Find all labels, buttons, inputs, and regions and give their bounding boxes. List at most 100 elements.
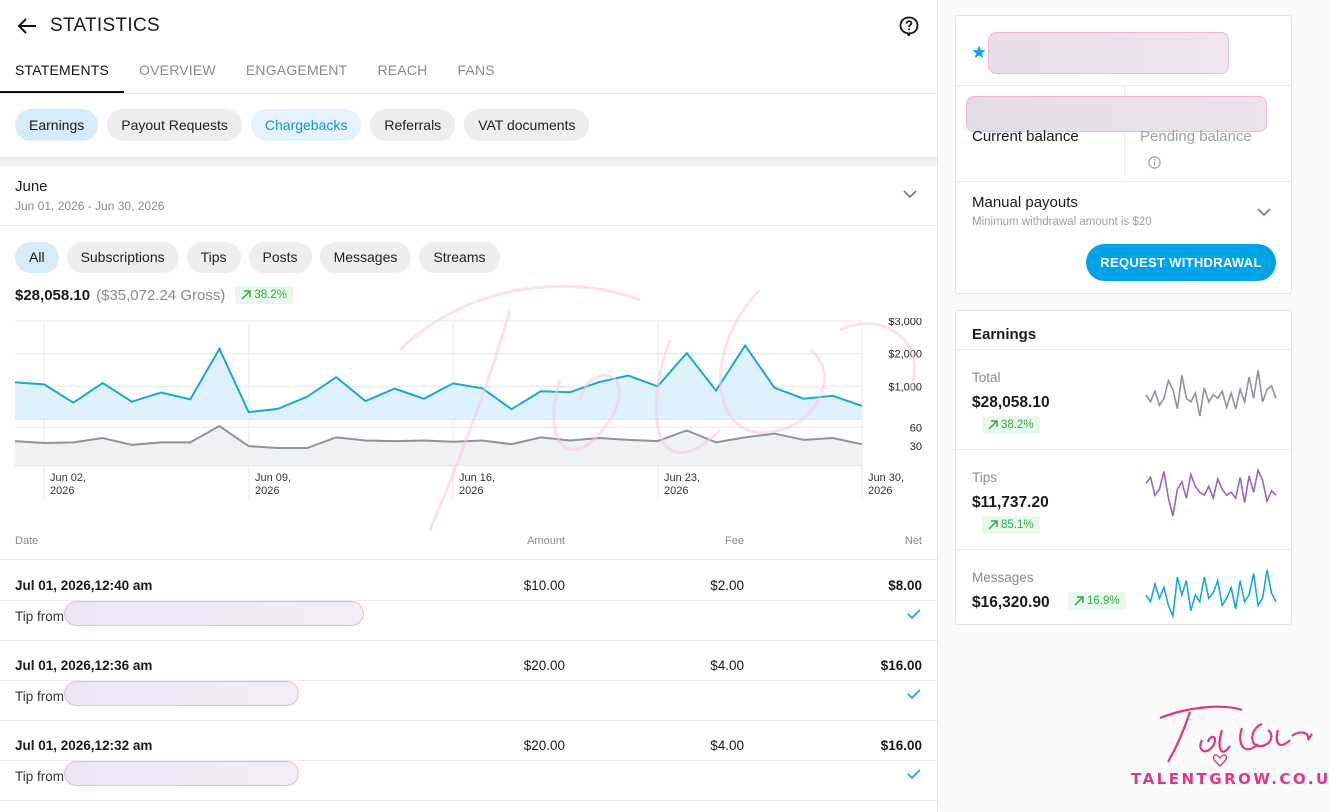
filter-posts[interactable]: Posts: [248, 242, 312, 273]
change-badge: 85.1%: [982, 516, 1040, 534]
series-area: [15, 345, 862, 419]
x-tick-label-year: 2026: [664, 485, 688, 497]
y-tick-label: $3,000: [888, 318, 922, 328]
table-row[interactable]: Jul 01, 2026,12:32 am $20.00 $4.00 $16.0…: [0, 721, 937, 801]
y-tick-label: $2,000: [888, 349, 922, 361]
tx-net: $16.00: [880, 658, 922, 673]
tab-reach[interactable]: REACH: [377, 62, 428, 78]
tx-date: Jul 01, 2026,12:40 am: [15, 578, 153, 593]
back-button[interactable]: [16, 15, 38, 37]
table-header: Date Amount Fee Net: [0, 530, 937, 560]
current-balance-label: Current balance: [972, 128, 1079, 145]
chip-referrals[interactable]: Referrals: [370, 109, 456, 141]
filter-subscriptions[interactable]: Subscriptions: [66, 242, 179, 273]
col-fee: Fee: [725, 535, 744, 547]
tab-overview[interactable]: OVERVIEW: [139, 62, 216, 78]
manual-payouts-title: Manual payouts: [972, 194, 1078, 211]
y-tick-label: 60: [910, 422, 922, 434]
trend-up-icon: [1074, 596, 1084, 606]
earnings-item-tips[interactable]: Tips $11,737.20 85.1%: [956, 449, 1291, 549]
redacted-username: [64, 601, 364, 626]
chip-vat-documents[interactable]: VAT documents: [464, 109, 590, 141]
tx-fee: $4.00: [710, 658, 744, 673]
x-tick-label: Jun 30,: [868, 472, 904, 484]
earnings-card: Earnings Total $28,058.10 38.2% Tips $11…: [955, 310, 1292, 625]
period-selector[interactable]: June Jun 01, 2026 - Jun 30, 2026: [0, 166, 937, 226]
check-icon: [907, 689, 921, 700]
chip-earnings[interactable]: Earnings: [15, 109, 99, 141]
balance-card: Current balance Pending balance Manual p…: [955, 15, 1292, 294]
chip-chargebacks[interactable]: Chargebacks: [250, 109, 362, 141]
net-total: $28,058.10: [15, 286, 91, 304]
change-badge: 16.9%: [1068, 592, 1126, 610]
balance-row: Current balance Pending balance: [956, 86, 1291, 182]
period-month: June: [15, 178, 48, 195]
x-tick-label: Jun 02,: [50, 472, 86, 484]
help-icon[interactable]: [899, 16, 919, 36]
y-tick-label: 30: [910, 441, 922, 453]
tx-description: Tip from: [15, 609, 65, 624]
section-divider: [0, 157, 937, 166]
tx-date: Jul 01, 2026,12:32 am: [15, 738, 153, 753]
chevron-down-icon[interactable]: [1257, 208, 1271, 217]
table-row[interactable]: Jul 01, 2026,12:36 am $20.00 $4.00 $16.0…: [0, 641, 937, 721]
talentgrow-logo: [1159, 705, 1313, 767]
filter-streams[interactable]: Streams: [419, 242, 500, 273]
earnings-title: Earnings: [972, 326, 1037, 343]
col-date: Date: [15, 535, 39, 547]
right-sidebar: Current balance Pending balance Manual p…: [939, 0, 1329, 812]
x-tick-label-year: 2026: [459, 485, 483, 497]
info-icon[interactable]: [1148, 156, 1161, 169]
redacted-username: [64, 761, 299, 786]
arrow-left-icon: [17, 18, 36, 34]
col-net: Net: [904, 535, 922, 547]
chevron-down-icon: [903, 190, 917, 199]
tx-fee: $4.00: [710, 738, 744, 753]
earnings-summary: $28,058.10 ($35,072.24 Gross) 38.2%: [0, 276, 937, 308]
tx-description: Tip from: [15, 769, 65, 784]
top-bar: STATISTICS: [0, 0, 937, 52]
change-value: 38.2%: [254, 289, 287, 301]
tx-net: $16.00: [880, 738, 922, 753]
manual-payouts[interactable]: Manual payouts Minimum withdrawal amount…: [972, 194, 1152, 228]
tx-amount: $20.00: [523, 738, 565, 753]
tab-fans[interactable]: FANS: [457, 62, 495, 78]
redacted-username: [64, 681, 299, 706]
earnings-item-messages[interactable]: Messages $16,320.90 16.9%: [956, 549, 1291, 649]
tab-engagement[interactable]: ENGAGEMENT: [245, 62, 348, 78]
category-filter-chips: All Subscriptions Tips Posts Messages St…: [0, 226, 937, 276]
gross-total: ($35,072.24 Gross): [96, 286, 226, 304]
x-tick-label-year: 2026: [255, 485, 279, 497]
tx-description: Tip from: [15, 689, 65, 704]
table-row[interactable]: Jul 01, 2026,12:40 am $10.00 $2.00 $8.00…: [0, 561, 937, 641]
trend-up-icon: [988, 520, 998, 530]
manual-payouts-subtitle: Minimum withdrawal amount is $20: [972, 216, 1152, 228]
change-value: 16.9%: [1087, 595, 1120, 607]
filter-messages[interactable]: Messages: [319, 242, 412, 273]
chip-payout-requests[interactable]: Payout Requests: [107, 109, 242, 141]
filter-all[interactable]: All: [15, 242, 59, 273]
check-icon: [907, 769, 921, 780]
y-tick-label: $1,000: [888, 381, 922, 393]
tx-fee: $2.00: [710, 578, 744, 593]
request-withdrawal-button[interactable]: REQUEST WITHDRAWAL: [1086, 244, 1276, 281]
x-tick-label-year: 2026: [868, 485, 892, 497]
tx-net: $8.00: [888, 578, 922, 593]
tx-amount: $20.00: [523, 658, 565, 673]
item-value: $28,058.10: [972, 394, 1050, 411]
period-range: Jun 01, 2026 - Jun 30, 2026: [15, 199, 165, 213]
earnings-item-total[interactable]: Total $28,058.10 38.2%: [956, 349, 1291, 449]
change-value: 38.2%: [1001, 419, 1034, 431]
pending-balance-label: Pending balance: [1140, 128, 1252, 145]
sparkline-tips: [1145, 467, 1277, 517]
stats-tabs: STATEMENTS OVERVIEW ENGAGEMENT REACH FAN…: [0, 52, 937, 94]
item-label: Messages: [972, 570, 1034, 585]
tab-statements[interactable]: STATEMENTS: [0, 52, 125, 93]
trend-up-icon: [988, 420, 998, 430]
tx-date: Jul 01, 2026,12:36 am: [15, 658, 153, 673]
star-icon: [972, 45, 986, 58]
filter-tips[interactable]: Tips: [186, 242, 241, 273]
statement-type-chips: Earnings Payout Requests Chargebacks Ref…: [0, 94, 937, 157]
x-tick-label: Jun 16,: [459, 472, 495, 484]
page-title: STATISTICS: [50, 15, 160, 36]
